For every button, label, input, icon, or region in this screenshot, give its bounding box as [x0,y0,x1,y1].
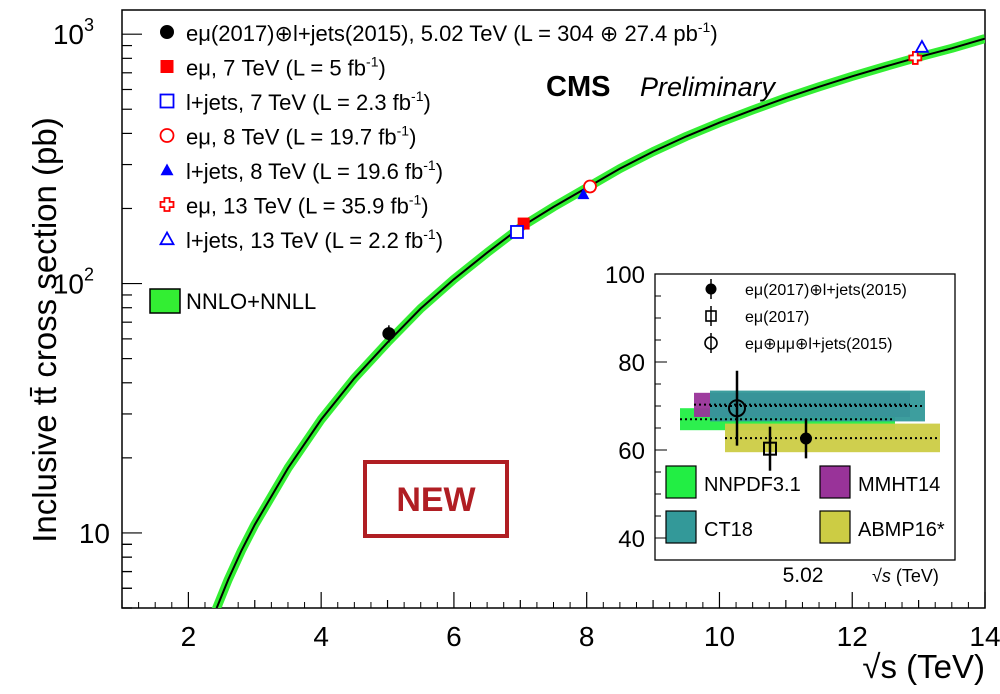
inset-pred-swatch [819,510,851,544]
x-tick-label: 6 [446,621,462,652]
inset-point [763,441,777,456]
inset-legend-label: eμ⊕μμ⊕l+jets(2015) [745,336,892,353]
x-axis-title: √s (TeV) [862,648,985,685]
inset-legend-label: eμ(2017) [745,309,809,326]
x-tick-label: 8 [579,621,595,652]
x-tick-label: 12 [837,621,868,652]
legend-marker [160,163,174,176]
y-axis-title: Inclusive tt̄ cross section (pb) [26,117,63,543]
inset-band-ABMP16* [725,423,940,453]
inset-pred-label: NNPDF3.1 [704,474,801,496]
x-tick-label: 14 [969,621,1000,652]
inset-legend-marker [704,336,718,350]
theory-legend-label: NNLO+NNLL [186,289,316,314]
legend-marker [160,25,174,39]
inset-pred-label: CT18 [704,519,753,541]
inset-legend-label: eμ(2017)⊕l+jets(2015) [745,282,907,299]
inset-y-tick-label: 80 [618,350,645,377]
legend-marker [159,128,175,143]
inset-pred-swatch [665,510,697,544]
x-tick-label: 10 [704,621,735,652]
legend-entry: eμ, 8 TeV (L = 19.7 fb-1) [186,123,416,150]
cms-label: CMS [546,71,610,103]
theory-band [211,34,985,608]
inset-y-tick-label: 60 [618,438,645,465]
x-tick-label: 4 [313,621,329,652]
legend-marker [160,60,174,73]
inset-pred-label: ABMP16* [858,519,945,541]
legend-entry: l+jets, 8 TeV (L = 19.6 fb-1) [186,157,443,184]
new-stamp-text: NEW [396,481,476,519]
y-tick-label: 10 [79,518,110,549]
legend: eμ(2017)⊕l+jets(2015), 5.02 TeV (L = 304… [149,19,718,314]
data-point [382,327,396,341]
labels: Inclusive tt̄ cross section (pb) √s (TeV… [26,71,985,685]
theory-central-curve [215,37,985,608]
data-point [914,39,930,53]
legend-marker [159,197,175,212]
legend-entry: eμ, 13 TeV (L = 35.9 fb-1) [186,192,429,219]
preliminary-label: Preliminary [640,72,777,102]
inset-legend-marker [705,310,717,322]
theory-legend-swatch [149,288,181,314]
inset-x-axis-title: √s (TeV) [872,566,939,586]
data-points [382,39,930,343]
inset-panel: 40 60 80 100 eμ(2017)⊕l+jets(2015) eμ(2017) eμ… [592,258,970,590]
legend-entry: l+jets, 13 TeV (L = 2.2 fb-1) [186,226,443,253]
legend-marker [159,93,175,109]
inset-point [728,399,746,418]
x-tick-label: 2 [181,621,197,652]
inset-legend-marker [705,283,717,295]
data-point [908,51,923,65]
inset-pred-label: MMHT14 [858,474,940,496]
new-stamp-box [363,460,509,538]
data-point [577,188,590,200]
legend-entry: l+jets, 7 TeV (L = 2.3 fb-1) [186,88,431,115]
inset-pred-swatch [665,465,697,499]
new-stamp: NEW [363,460,509,538]
y-tick-label: 103 [53,15,94,50]
data-point [583,179,597,194]
inset-point [800,432,812,445]
inset-frame [654,273,956,561]
inset-x-tick-label: 5.02 [783,564,824,587]
axes: 2 4 6 8 10 12 14 10 102 103 [53,15,1000,652]
inset-pred-swatch [819,465,851,499]
inset-y-tick-label: 100 [605,262,645,289]
y-tick-label: 102 [53,265,94,300]
legend-marker [158,230,176,246]
inset-y-tick-label: 40 [618,526,645,553]
data-point [510,225,524,239]
legend-entry: eμ(2017)⊕l+jets(2015), 5.02 TeV (L = 304… [186,19,718,46]
legend-entry: eμ, 7 TeV (L = 5 fb-1) [186,54,386,81]
inset-band-CT18 [710,390,925,422]
